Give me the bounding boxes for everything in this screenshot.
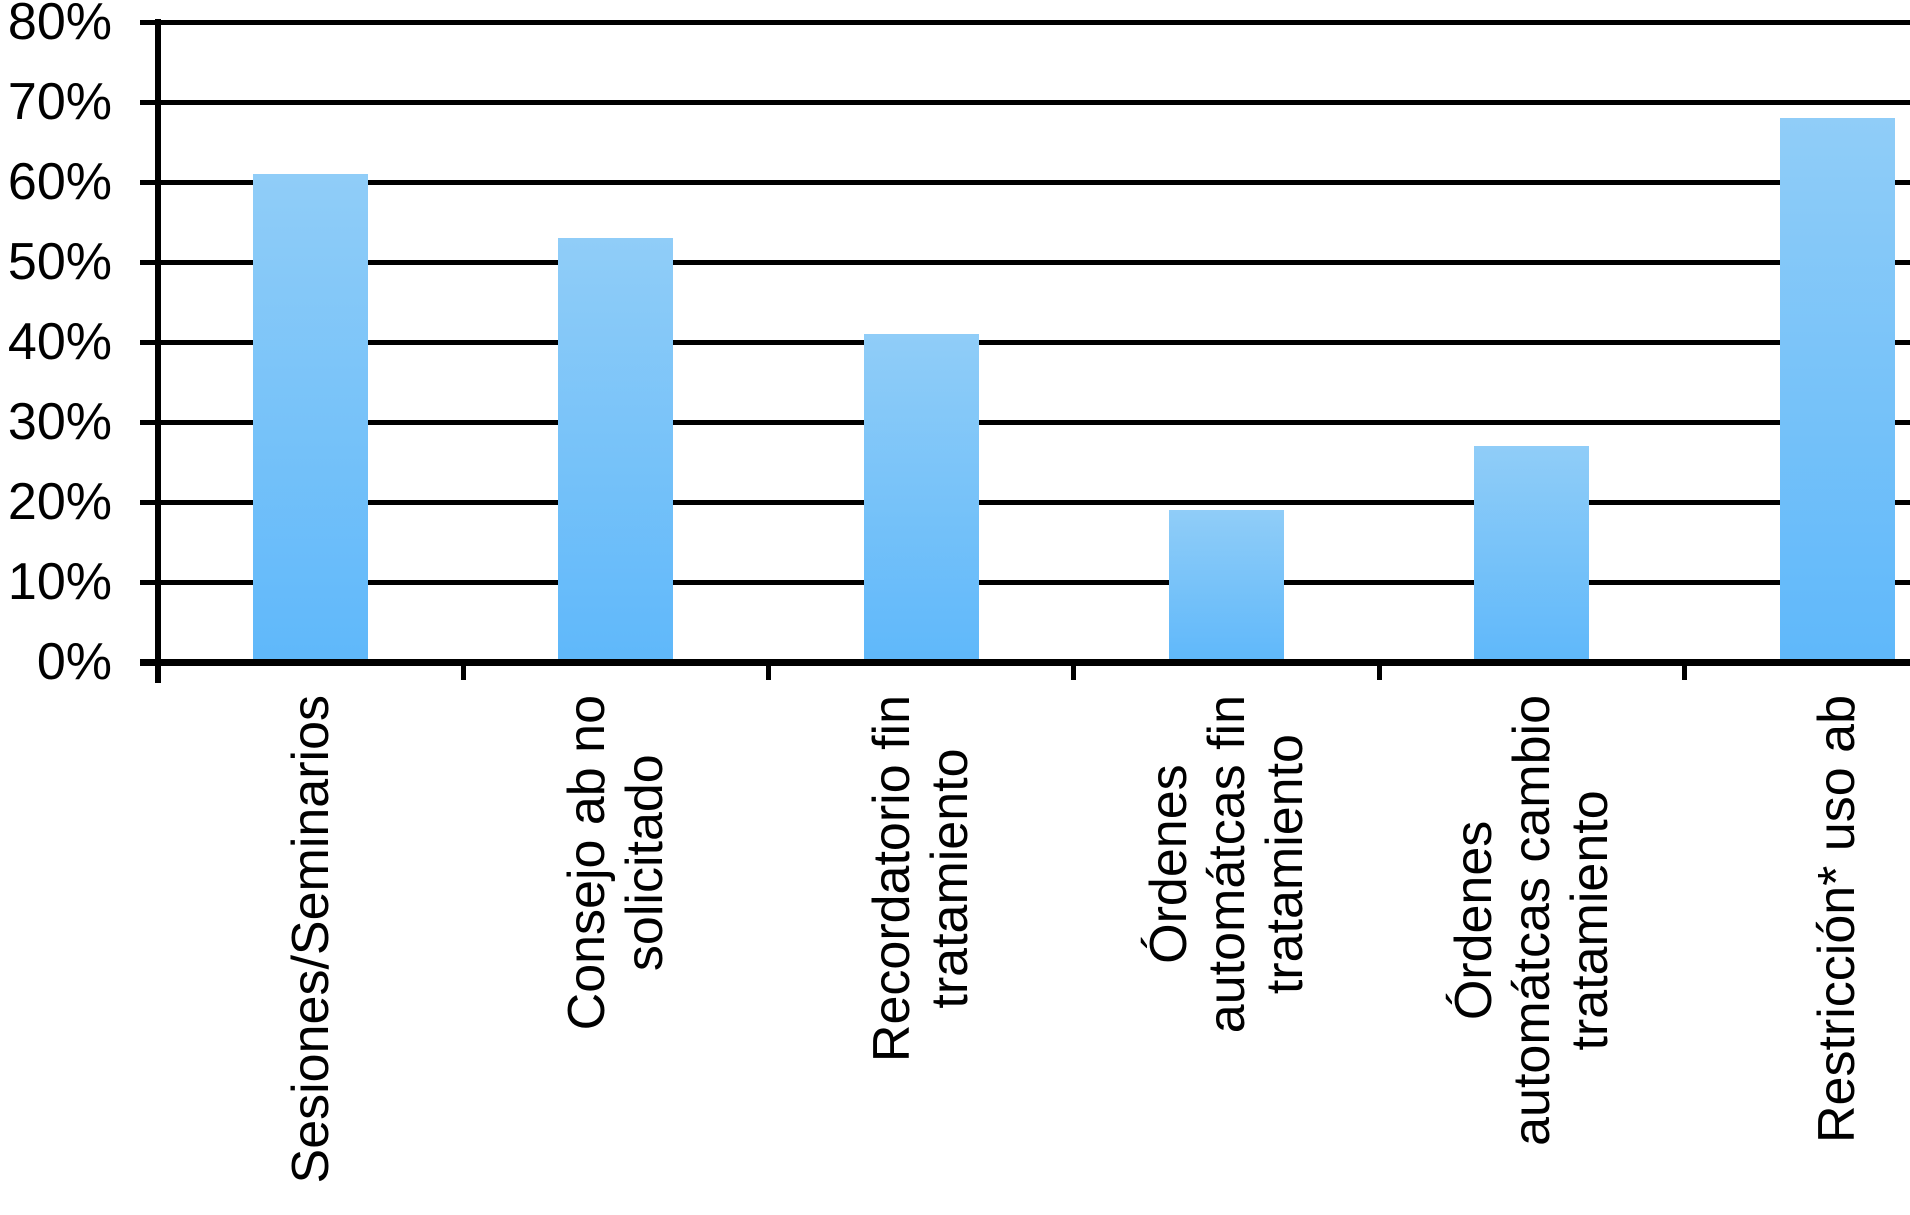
bar-sesiones-seminarios <box>253 174 369 662</box>
bar-consejo-ab-no-solicitado <box>558 238 674 662</box>
gridline-30 <box>140 419 1910 425</box>
category-tick <box>460 662 466 680</box>
bar-ordenes-automatcas-cambio-tratamiento <box>1474 446 1590 662</box>
y-tick-label-50: 50% <box>7 233 112 291</box>
x-category-label-recordatorio-fin-tratamiento: Recordatorio fin tratamiento <box>863 695 980 1063</box>
y-tick-label-70: 70% <box>7 73 112 131</box>
category-tick <box>1682 662 1687 680</box>
bar-ordenes-automatcas-fin-tratamiento <box>1169 510 1285 662</box>
gridline-80 <box>140 19 1910 25</box>
y-tick-label-0: 0% <box>36 633 112 691</box>
x-category-label-restriccion-uso-ab: Restricción* uso ab <box>1808 695 1867 1143</box>
x-category-label-consejo-ab-no-solicitado: Consejo ab no solicitado <box>557 695 674 1031</box>
y-tick-label-20: 20% <box>7 473 112 531</box>
bar-restriccion-uso-ab <box>1779 118 1895 662</box>
x-category-label-ordenes-automatcas-fin-tratamiento: Órdenes automátcas fin tratamiento <box>1139 695 1314 1034</box>
category-tick <box>766 662 772 680</box>
y-tick-label-60: 60% <box>7 153 112 211</box>
y-tick-label-40: 40% <box>7 313 112 371</box>
bar-recordatorio-fin-tratamiento <box>863 334 979 662</box>
gridline-50 <box>140 259 1910 265</box>
x-category-label-ordenes-automatcas-cambio-tratamiento: Órdenes automátcas cambio tratamiento <box>1444 695 1619 1146</box>
y-axis-line <box>155 19 161 683</box>
x-category-label-sesiones-seminarios: Sesiones/Seminarios <box>281 695 340 1184</box>
y-tick-label-80: 80% <box>7 0 112 51</box>
gridline-60 <box>140 179 1910 185</box>
gridline-40 <box>140 339 1910 345</box>
gridline-70 <box>140 99 1910 105</box>
gridline-10 <box>140 579 1910 585</box>
category-tick <box>1376 662 1382 680</box>
category-tick <box>1071 662 1077 680</box>
gridline-20 <box>140 499 1910 505</box>
y-tick-label-30: 30% <box>7 393 112 451</box>
x-axis-line <box>140 658 1910 666</box>
y-tick-label-10: 10% <box>7 553 112 611</box>
